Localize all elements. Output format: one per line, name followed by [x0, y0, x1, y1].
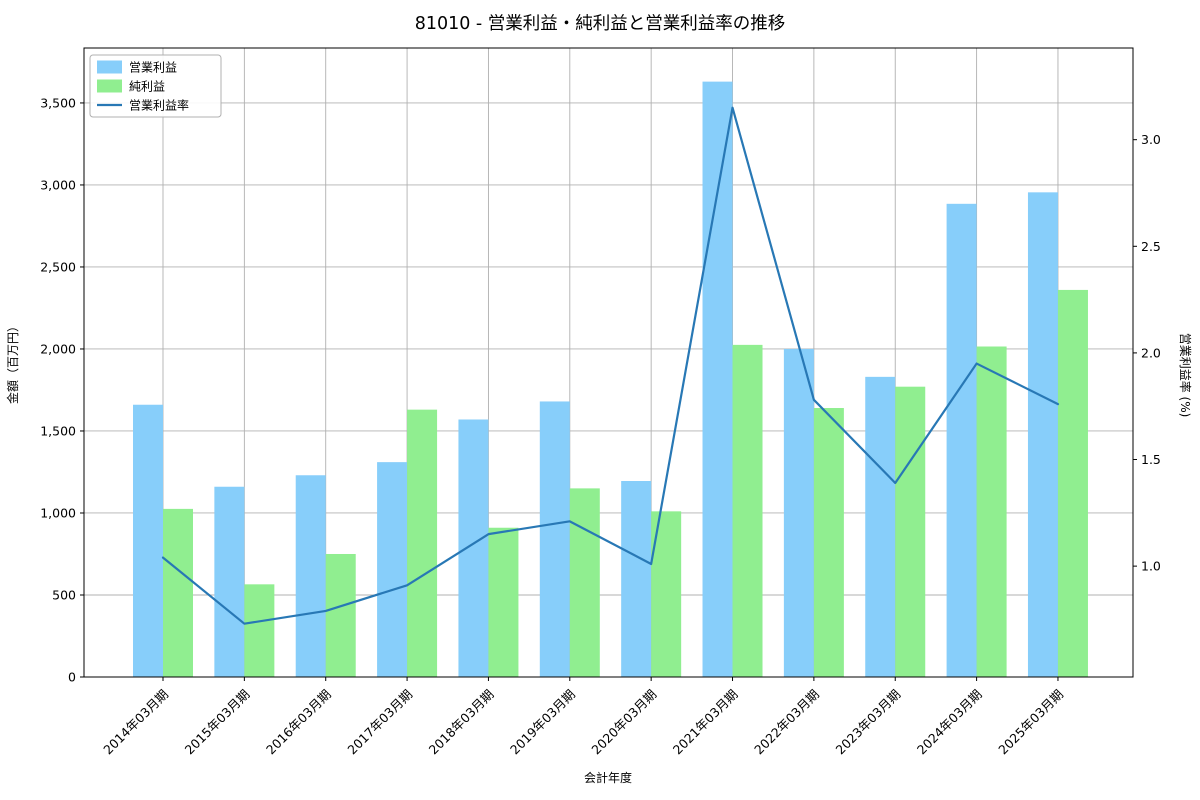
x-tick-label: 2015年03月期 [182, 687, 253, 758]
legend-label: 純利益 [129, 80, 165, 94]
axes-border [83, 47, 1134, 678]
bar [976, 346, 1007, 677]
bar [488, 527, 519, 677]
bar [244, 584, 275, 677]
axis-ticks [80, 102, 1137, 681]
right-tick-label: 2.0 [1141, 345, 1161, 360]
bar [702, 81, 733, 677]
bar [458, 419, 489, 677]
legend-swatch [97, 79, 122, 93]
left-tick-label: 2,000 [40, 341, 76, 356]
bar [732, 344, 763, 677]
y-axis-label-left: 金額（百万円） [5, 320, 20, 404]
bar [569, 488, 600, 677]
bar [133, 404, 163, 677]
bar [1057, 289, 1088, 677]
bar-series-operating-profit [133, 81, 1058, 677]
left-tick-label: 3,500 [40, 95, 76, 110]
bar [621, 481, 652, 677]
chart-title: 81010 - 営業利益・純利益と営業利益率の推移 [414, 14, 786, 34]
right-tick-label: 3.0 [1141, 132, 1161, 147]
bar [865, 376, 896, 677]
x-tick-label: 2016年03月期 [263, 687, 334, 758]
right-tick-label: 1.0 [1141, 559, 1161, 574]
left-tick-label: 2,500 [40, 259, 76, 274]
bar [946, 203, 977, 677]
line-series-operating-margin [161, 106, 1060, 625]
bar [295, 475, 326, 677]
x-tick-label: 2020年03月期 [588, 687, 659, 758]
bar-series-net-profit [163, 289, 1088, 677]
bar [783, 348, 814, 677]
y-axis-label-right: 営業利益率 (%) [1178, 333, 1193, 418]
right-tick-label: 1.5 [1141, 452, 1161, 467]
bar [325, 553, 356, 677]
bar [539, 401, 570, 677]
bar [813, 408, 844, 677]
left-tick-label: 0 [68, 670, 76, 685]
legend-swatch [97, 60, 122, 74]
legend-label: 営業利益 [129, 61, 177, 75]
left-tick-label: 1,000 [40, 505, 76, 520]
x-tick-label: 2019年03月期 [507, 687, 578, 758]
left-tick-label: 500 [52, 587, 76, 602]
bar [377, 462, 408, 677]
left-tick-label: 3,000 [40, 177, 76, 192]
x-tick-label: 2023年03月期 [832, 687, 903, 758]
legend-label: 営業利益率 [129, 98, 189, 113]
bar [895, 386, 926, 677]
x-tick-label: 2021年03月期 [670, 687, 741, 758]
legend-box [89, 54, 222, 118]
right-tick-label: 2.5 [1141, 239, 1161, 254]
x-tick-label: 2018年03月期 [426, 687, 497, 758]
x-tick-label: 2017年03月期 [344, 687, 415, 758]
x-tick-label: 2025年03月期 [995, 687, 1066, 758]
bar [163, 508, 193, 677]
bar [407, 409, 438, 677]
bar [214, 486, 245, 677]
x-axis-label: 会計年度 [584, 770, 632, 785]
x-tick-label: 2022年03月期 [751, 687, 822, 758]
x-tick-label: 2024年03月期 [914, 687, 985, 758]
left-tick-label: 1,500 [40, 423, 76, 438]
x-tick-label: 2014年03月期 [100, 687, 171, 758]
bar [1027, 192, 1058, 677]
